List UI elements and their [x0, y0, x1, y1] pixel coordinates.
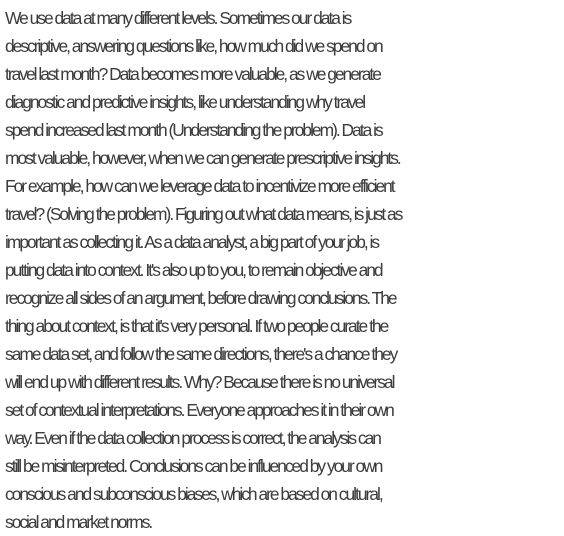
text-line: travel? (Solving the problem). Figuring … — [5, 204, 403, 224]
text-line: social and market norms. — [5, 512, 153, 532]
text-line: set of contextual interpretations. Every… — [5, 400, 395, 420]
text-line: still be misinterpreted. Conclusions can… — [5, 456, 383, 476]
text-line: same data set, and follow the same direc… — [5, 344, 398, 364]
text-line: putting data into context. It's also up … — [5, 260, 384, 280]
text-line: thing about context, is that it's very p… — [5, 316, 389, 336]
paragraph: We use data at many different levels. So… — [5, 4, 564, 536]
text-line: recognize all sides of an argument, befo… — [5, 288, 398, 308]
text-line: spend increased last month (Understandin… — [5, 120, 384, 140]
text-line: most valuable, however, when we can gene… — [5, 148, 402, 168]
text-line: For example, how can we leverage data to… — [5, 176, 396, 196]
text-line: travel last month? Data becomes more val… — [5, 64, 382, 84]
text-line: will end up with different results. Why?… — [5, 372, 395, 392]
text-line: diagnostic and predictive insights, like… — [5, 92, 366, 112]
text-line: descriptive, answering questions like, h… — [5, 36, 384, 56]
text-line: We use data at many different levels. So… — [5, 8, 352, 28]
text-line: conscious and subconscious biases, which… — [5, 484, 384, 504]
text-line: important as collecting it. As a data an… — [5, 232, 380, 252]
text-line: way. Even if the data collection process… — [5, 428, 382, 448]
